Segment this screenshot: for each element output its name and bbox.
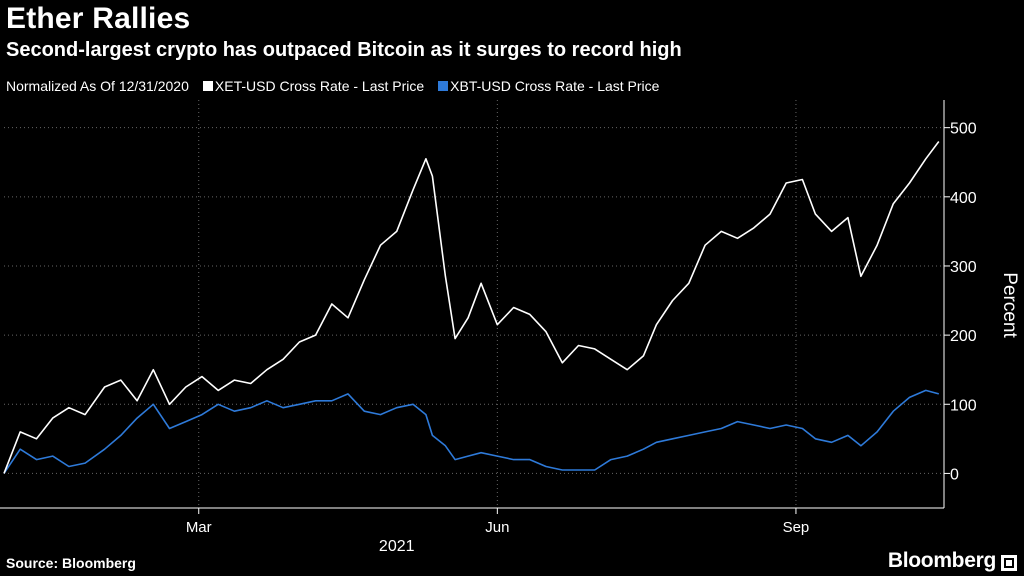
- legend-note: Normalized As Of 12/31/2020: [6, 78, 189, 94]
- x-axis-label: 2021: [379, 538, 415, 555]
- legend-item-bitcoin: XBT-USD Cross Rate - Last Price: [438, 78, 659, 94]
- series-line-bitcoin: [3, 389, 940, 474]
- y-tick-label: 400: [950, 190, 977, 207]
- axes: [0, 100, 950, 514]
- chart-title: Ether Rallies: [6, 2, 191, 35]
- series-line-ether: [3, 141, 940, 474]
- legend-note-label: Normalized As Of 12/31/2020: [6, 78, 189, 94]
- x-tick-label: Sep: [783, 519, 810, 536]
- legend: Normalized As Of 12/31/2020 XET-USD Cros…: [6, 78, 673, 94]
- chart-subtitle: Second-largest crypto has outpaced Bitco…: [6, 39, 682, 61]
- x-tick-label: Mar: [186, 519, 212, 536]
- legend-label-ether: XET-USD Cross Rate - Last Price: [214, 78, 425, 94]
- legend-label-bitcoin: XBT-USD Cross Rate - Last Price: [450, 78, 660, 94]
- legend-item-ether: XET-USD Cross Rate - Last Price: [202, 78, 425, 94]
- series-lines: [3, 141, 940, 474]
- legend-swatch-ether: [202, 81, 213, 91]
- x-tick-label: Jun: [485, 519, 509, 536]
- legend-swatch-bitcoin: [438, 81, 449, 91]
- y-tick-label: 0: [950, 466, 959, 483]
- y-tick-label: 100: [950, 397, 977, 414]
- bloomberg-logo: Bloomberg: [887, 549, 996, 572]
- grid-lines: [4, 100, 942, 508]
- source-note: Source: Bloomberg: [6, 555, 136, 571]
- y-axis-label: Percent: [999, 272, 1020, 338]
- axis-labels: 0 100 200 300 400 500 Mar Jun Sep 2021 Percent: [186, 121, 1020, 555]
- y-tick-label: 200: [950, 328, 977, 345]
- y-tick-label: 500: [950, 121, 977, 138]
- bloomberg-logo-icon: [1001, 555, 1017, 571]
- y-tick-label: 300: [950, 259, 977, 276]
